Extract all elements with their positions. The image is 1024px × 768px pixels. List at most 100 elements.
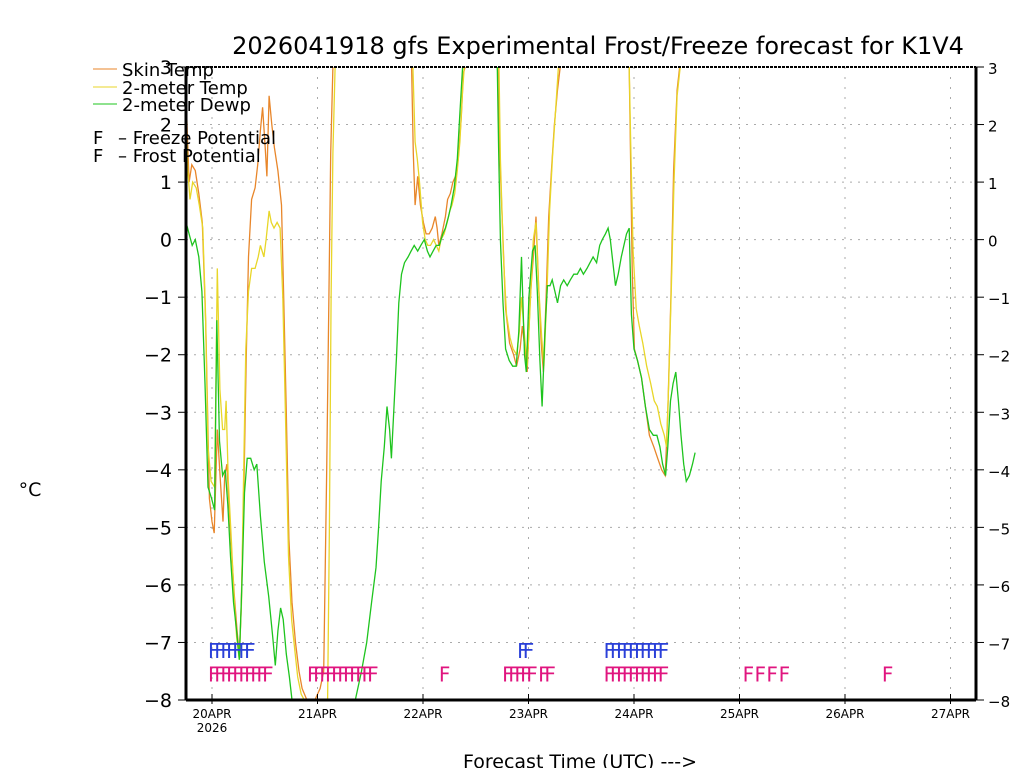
legend-label-frost: – Frost Potential [118,146,261,167]
y-tick-label-right: −6 [988,578,1010,596]
x-axis-label: Forecast Time (UTC) ---> [463,751,697,768]
x-tick-label: 23APR [509,707,548,721]
series-layer [186,66,696,701]
freeze-potential-marker: F [779,663,791,687]
y-tick-label-right: −1 [988,290,1010,308]
freeze-potential-marker: F [658,663,670,687]
frost-potential-marker: F [238,639,250,663]
frost-potential-marker: F [652,639,664,663]
freeze-potential-marker: F [226,663,238,687]
y-tick-label-right: 3 [988,60,998,78]
series-line-2-meter-temp [412,66,465,254]
freeze-potential-marker: F [349,663,361,687]
y-tick-label-right: −8 [988,693,1010,711]
legend-label-freeze: – Freeze Potential [118,128,276,149]
y-tick-label-right: 2 [988,118,998,136]
freeze-potential-marker: F [616,663,628,687]
y-tick-label-left: −8 [144,690,172,712]
freeze-potential-marker: F [208,663,220,687]
x-tick-label: 22APR [403,707,442,721]
frost-potential-marker: F [646,639,658,663]
legend-item-2m-dewp: 2-meter Dewp [93,95,251,116]
y-tick-label-left: −7 [144,632,172,654]
y-axis-right-ticks: 3 2 1 0 −1 −2 −3 −4 −5 −6 −7 −8 [976,60,1010,711]
freeze-potential-marker: F [514,663,526,687]
y-tick-label-left: 0 [160,230,172,252]
freeze-potential-marker: F [319,663,331,687]
legend-item-frost: F – Frost Potential [93,146,261,167]
frost-potential-marker: F [616,639,628,663]
freeze-potential-marker: F [502,663,514,687]
freeze-potential-marker: F [238,663,250,687]
frost-potential-marker: F [634,639,646,663]
frost-potential-marker: F [214,639,226,663]
series-line-2-meter-dewp [496,66,696,484]
x-tick-label: 27APR [931,707,970,721]
frost-potential-marker: F [220,639,232,663]
freeze-potential-marker: F [882,663,894,687]
chart-title: 2026041918 gfs Experimental Frost/Freeze… [232,32,964,60]
y-tick-label-left: 3 [160,57,172,79]
y-tick-label-left: 1 [160,172,172,194]
legend-label-2m-temp: 2-meter Temp [122,78,248,99]
series-line-2-meter-temp [186,66,336,701]
frost-potential-marker: F [622,639,634,663]
freeze-potential-marker: F [604,663,616,687]
y-tick-label-right: −5 [988,520,1010,538]
frost-potential-marker: F [517,639,529,663]
frost-potential-marker: F [640,639,652,663]
y-tick-label-left: −1 [144,287,172,309]
frost-potential-marker: F [226,639,238,663]
y-tick-label-left: −2 [144,345,172,367]
x-tick-label: 24APR [614,707,653,721]
freeze-potential-marker: F [610,663,622,687]
frost-potential-marker: F [232,639,244,663]
freeze-potential-marker: F [520,663,532,687]
y-tick-label-right: −2 [988,348,1010,366]
freeze-potential-marker: F [250,663,262,687]
freeze-potential-marker: F [634,663,646,687]
legend-marker-frost: F [93,146,103,167]
freeze-potential-marker: F [754,663,766,687]
freeze-potential-marker: F [313,663,325,687]
freeze-potential-marker: F [343,663,355,687]
freeze-potential-marker: F [508,663,520,687]
y-tick-label-left: 2 [160,115,172,137]
freeze-potential-marker: F [439,663,451,687]
y-tick-label-right: 0 [988,233,998,251]
freeze-potential-marker: F [256,663,268,687]
freeze-potential-marker: F [244,663,256,687]
legend-item-freeze: F – Freeze Potential [93,128,276,149]
legend-item-2m-temp: 2-meter Temp [93,78,248,99]
frost-potential-marker: F [658,639,670,663]
x-tick-label: 21APR [298,707,337,721]
y-tick-label-right: −4 [988,463,1010,481]
legend-label-2m-dewp: 2-meter Dewp [122,95,251,116]
frost-potential-marker: F [610,639,622,663]
freeze-potential-marker: F [355,663,367,687]
y-tick-label-right: −7 [988,635,1010,653]
freeze-potential-marker: F [640,663,652,687]
series-line-2-meter-dewp [186,222,293,701]
series-line-2-meter-temp [628,66,681,447]
y-axis-left-ticks: 3 2 1 0 −1 −2 −3 −4 −5 −6 −7 −8 [144,57,186,712]
y-tick-label-right: 1 [988,175,998,193]
legend: Skin Temp 2-meter Temp 2-meter Dewp F – … [93,60,276,167]
freeze-potential-marker: F [526,663,538,687]
freeze-potential-marker: F [544,663,556,687]
x-tick-label: 26APR [825,707,864,721]
series-line-skin-temp [186,66,334,701]
y-tick-label-left: −3 [144,402,172,424]
freeze-potential-marker: F [652,663,664,687]
freeze-potential-marker: F [361,663,373,687]
x-tick-label: 25APR [720,707,759,721]
series-line-2-meter-temp [498,66,560,367]
freeze-potential-marker: F [538,663,550,687]
legend-marker-freeze: F [93,128,103,149]
frost-potential-marker: F [628,639,640,663]
freeze-potential-marker: F [307,663,319,687]
